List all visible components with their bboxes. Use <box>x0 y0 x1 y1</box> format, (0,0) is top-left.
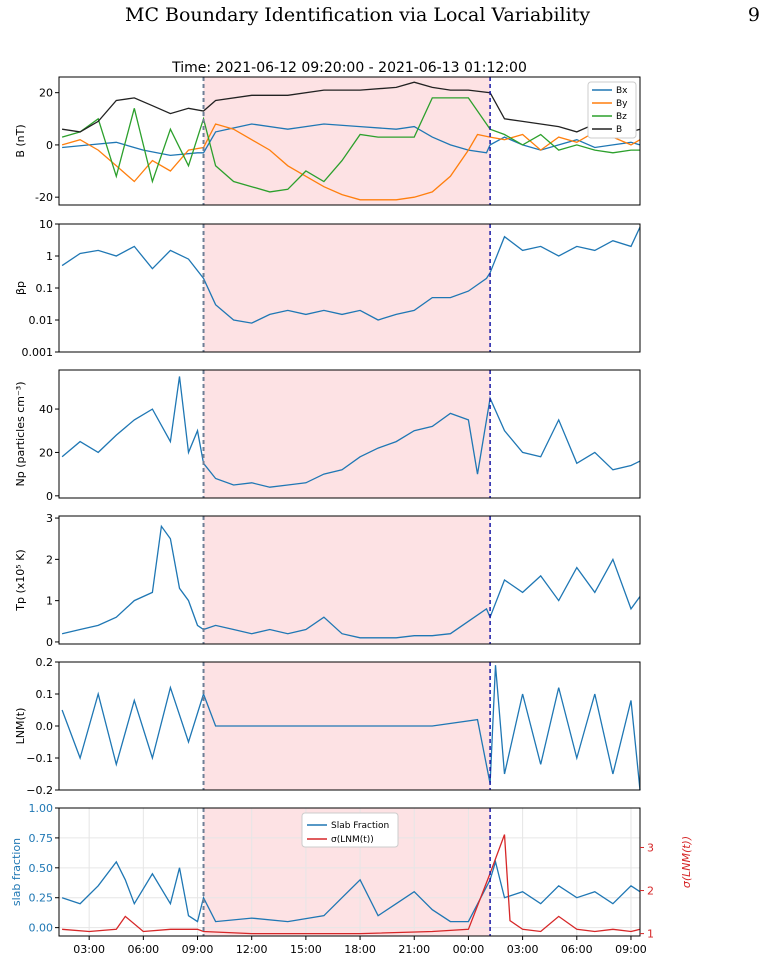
plot-frame <box>58 515 641 645</box>
series-line-Bz <box>61 97 640 193</box>
page-number: 9 <box>747 4 760 26</box>
x-tick-label: 15:00 <box>290 943 322 956</box>
y-axis-label: Tp (x10⁵ K) <box>14 549 27 611</box>
y-tick-label: 0.2 <box>36 656 54 669</box>
y-tick-label: 1 <box>46 595 53 608</box>
mc-interval-shade <box>203 224 491 352</box>
legend-label: Bz <box>616 112 627 122</box>
plot-frame <box>58 807 641 937</box>
x-tick-label: 03:00 <box>507 943 539 956</box>
legend-box <box>587 81 637 139</box>
x-tick-label: 06:00 <box>127 943 159 956</box>
x-tick-label: 21:00 <box>398 943 430 956</box>
y-tick-label: 2 <box>46 553 53 566</box>
x-tick-label: 03:00 <box>73 943 105 956</box>
y-tick-label: 0.75 <box>29 832 54 845</box>
x-tick-label: 06:00 <box>561 943 593 956</box>
series-line-data <box>61 376 641 488</box>
right-y-tick-label: 2 <box>647 885 654 898</box>
y-tick-label: 0.01 <box>29 314 54 327</box>
mc-interval-shade <box>203 370 491 498</box>
right-y-axis-label: σ(LNM(t)) <box>680 836 693 888</box>
y-tick-label: 0 <box>46 139 53 152</box>
series-line-data <box>61 524 641 639</box>
y-axis-label: Np (particles cm⁻³) <box>14 382 27 487</box>
right-y-tick-label: 1 <box>647 928 654 941</box>
y-tick-label: 3 <box>46 512 53 525</box>
y-axis-label: B (nT) <box>14 124 27 157</box>
right-y-tick-label: 3 <box>647 841 654 854</box>
x-tick-label: 09:00 <box>182 943 214 956</box>
y-axis-label: βp <box>14 281 27 295</box>
chart-title: Time: 2021-06-12 09:20:00 - 2021-06-13 0… <box>171 60 527 76</box>
x-tick-label: 12:00 <box>236 943 268 956</box>
y-tick-label: −0.2 <box>26 784 53 797</box>
legend-label: By <box>616 99 628 109</box>
mc-interval-shade <box>203 516 491 644</box>
series-line-By <box>61 123 641 201</box>
y-tick-label: 40 <box>39 403 53 416</box>
y-axis-label: slab fraction <box>10 838 23 906</box>
plot-frame <box>58 76 641 206</box>
y-tick-label: 0 <box>46 490 53 503</box>
y-tick-label: −0.1 <box>26 752 53 765</box>
legend-label: Bx <box>616 86 628 96</box>
legend: Bx By Bz B <box>587 81 637 139</box>
y-tick-label: 0.1 <box>36 282 54 295</box>
x-tick-label: 18:00 <box>344 943 376 956</box>
panel-1: 20 0 -20 B (nT) Time: 2021-06-12 09:20:00 - … <box>14 60 641 206</box>
y-tick-label: 0.50 <box>29 862 54 875</box>
series-line-data <box>61 665 641 791</box>
y-tick-label: 1.00 <box>29 802 54 815</box>
page-title: MC Boundary Identification via Local Var… <box>125 4 591 26</box>
series-line-σ(LNM(t)) <box>62 834 641 935</box>
panel-2: 10 1 0.1 0.01 0.001 βp <box>14 218 641 359</box>
series-line-Slab Fraction <box>61 859 641 923</box>
legend-label: Slab Fraction <box>331 821 389 831</box>
panel-3: 40 20 0 Np (particles cm⁻³) <box>14 369 641 503</box>
y-tick-label: 0.25 <box>29 892 54 905</box>
y-tick-label: 0.1 <box>36 688 54 701</box>
y-tick-label: 10 <box>39 218 53 231</box>
y-tick-label: -20 <box>35 191 53 204</box>
legend-label: σ(LNM(t)) <box>331 835 374 845</box>
x-tick-label: 09:00 <box>615 943 647 956</box>
y-tick-label: 0.00 <box>29 922 54 935</box>
panel-4: 3 2 1 0 Tp (x10⁵ K) <box>14 512 641 649</box>
y-tick-label: 0.0 <box>36 720 54 733</box>
panel-6: 1.00 0.75 0.50 0.25 0.00 slab fraction 3 2 1 σ(LN… <box>10 802 693 956</box>
series-line-Bx <box>62 123 641 157</box>
plot-frame <box>58 369 641 499</box>
page-header: MC Boundary Identification via Local Var… <box>0 0 768 40</box>
panel-5: 0.2 0.1 0.0 −0.1 −0.2 LNM(t) <box>14 656 641 797</box>
legend-label: B <box>616 125 622 135</box>
y-tick-label: 1 <box>46 250 53 263</box>
y-tick-label: 20 <box>39 87 53 100</box>
x-tick-label: 00:00 <box>453 943 485 956</box>
series-line-data <box>61 226 641 324</box>
y-tick-label: 20 <box>39 446 53 459</box>
y-axis-label: LNM(t) <box>14 708 27 745</box>
y-tick-label: 0.001 <box>22 346 54 359</box>
legend: Slab Fraction σ(LNM(t)) <box>301 812 399 848</box>
series-line-B <box>62 81 641 133</box>
y-tick-label: 0 <box>46 636 53 649</box>
